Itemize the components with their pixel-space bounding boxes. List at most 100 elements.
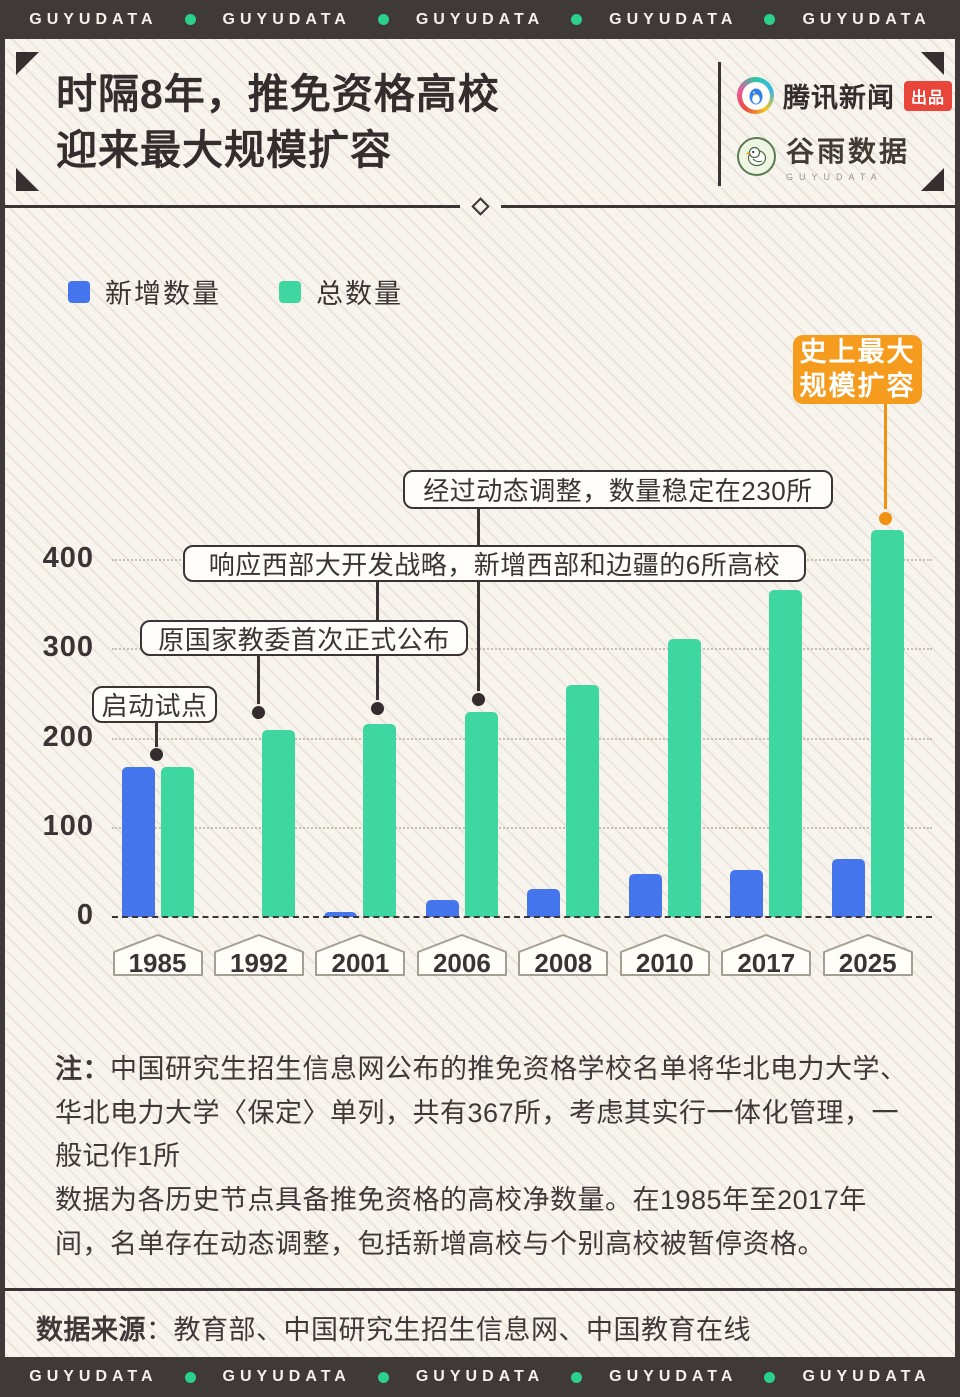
- data-source-label: 数据来源: [36, 1315, 146, 1345]
- divider-line-left: [0, 205, 460, 208]
- annotation-dot-1992: [251, 705, 265, 719]
- brand-text: GUYUDATA: [29, 10, 158, 28]
- source-divider-line: [5, 1288, 955, 1291]
- data-source: 数据来源：教育部、中国研究生招生信息网、中国教育在线: [36, 1308, 751, 1347]
- bar-total-1992: [261, 730, 295, 917]
- gridline-0: [112, 916, 932, 918]
- brand-text: GUYUDATA: [609, 10, 738, 28]
- annotation-dot-2001: [370, 701, 384, 715]
- bar-total-2017: [769, 590, 803, 917]
- corner-bracket-top-left: [16, 52, 39, 75]
- footnote-text-1: 中国研究生招生信息网公布的推免资格学校名单将华北电力大学、华北电力大学〈保定〉单…: [55, 1054, 908, 1172]
- chupin-badge: 出品: [904, 80, 953, 111]
- bar-new-2017: [730, 870, 764, 917]
- bar-total-1985: [160, 767, 194, 917]
- bar-new-2010: [628, 874, 662, 917]
- title-line-1: 时隔8年，推免资格高校: [56, 71, 500, 117]
- annotation-box-1992: 原国家教委首次正式公布: [140, 620, 468, 656]
- right-frame-border: [955, 39, 960, 1357]
- legend-swatch: [279, 280, 301, 303]
- footnote-text-2: 数据为各历史节点具备推免资格的高校净数量。在1985年至2017年间，名单存在动…: [55, 1185, 867, 1259]
- annotation-box-1985: 启动试点: [92, 686, 217, 723]
- title-line-2: 迎来最大规模扩容: [56, 127, 392, 174]
- annotation-box-2025: 史上最大规模扩容: [793, 335, 922, 404]
- brand-text: GUYUDATA: [222, 1368, 351, 1385]
- page-title: 时隔8年，推免资格高校 迎来最大规模扩容: [56, 66, 500, 178]
- guyu-wordmark: 谷雨数据: [786, 137, 911, 168]
- divider-line-right: [500, 205, 960, 208]
- y-tick-200: 200: [42, 720, 94, 753]
- y-tick-100: 100: [42, 809, 94, 842]
- data-source-text: ：教育部、中国研究生招生信息网、中国教育在线: [146, 1315, 751, 1345]
- gridline-200: [112, 737, 932, 740]
- legend-item-total: 总数量: [279, 272, 403, 311]
- annotation-line-2025: [884, 404, 887, 509]
- section-divider: [0, 197, 960, 216]
- header-vertical-divider: [718, 62, 721, 186]
- gridline-300: [112, 648, 932, 651]
- bar-total-2025: [870, 530, 904, 917]
- footnote-label: 注：: [55, 1054, 110, 1084]
- bar-new-2008: [527, 889, 561, 917]
- bar-new-1985: [121, 767, 155, 917]
- brand-text: GUYUDATA: [802, 1368, 931, 1385]
- x-label-2006: 2006: [414, 931, 510, 979]
- x-label-2001: 2001: [312, 931, 408, 979]
- x-label-2025: 2025: [820, 931, 916, 979]
- x-label-2017: 2017: [718, 931, 814, 979]
- y-tick-400: 400: [42, 542, 94, 574]
- annotation-box-2006: 经过动态调整，数量稳定在230所: [403, 470, 833, 509]
- x-label-1992: 1992: [211, 931, 307, 979]
- corner-bracket-bottom-right: [921, 168, 944, 191]
- bar-new-2025: [831, 859, 865, 917]
- annotation-dot-1985: [149, 747, 163, 761]
- x-label-2010: 2010: [617, 931, 713, 979]
- annotation-line-1985: [155, 723, 158, 747]
- legend-item-new: 新增数量: [68, 272, 221, 311]
- gridline-100: [112, 826, 932, 829]
- annotation-dot-2006: [471, 692, 485, 706]
- bottom-brand-banner: GUYUDATA GUYUDATA GUYUDATA GUYUDATA GUYUDATA: [0, 1357, 960, 1397]
- corner-bracket-top-right: [921, 52, 944, 75]
- tencent-news-wordmark: 腾讯新闻: [783, 83, 895, 113]
- guyu-bird-icon: [737, 136, 776, 176]
- bar-total-2006: [464, 712, 498, 917]
- footnote: 注：中国研究生招生信息网公布的推免资格学校名单将华北电力大学、华北电力大学〈保定…: [55, 1048, 911, 1267]
- y-tick-300: 300: [42, 631, 94, 664]
- brand-dot-icon: [184, 1371, 196, 1383]
- bar-total-2010: [667, 639, 701, 917]
- annotation-dot-2025: [878, 511, 892, 525]
- bar-new-2001: [324, 912, 358, 917]
- x-label-2008: 2008: [515, 931, 611, 979]
- legend-swatch: [68, 280, 90, 303]
- brand-dot-icon: [764, 14, 776, 25]
- brand-text: GUYUDATA: [609, 1368, 738, 1385]
- brand-dot-icon: [377, 1371, 389, 1383]
- tencent-penguin-icon: [737, 77, 774, 114]
- annotation-line-2006: [477, 509, 480, 691]
- brand-dot-icon: [764, 1371, 776, 1383]
- brand-text: GUYUDATA: [415, 1368, 545, 1385]
- left-frame-border: [0, 39, 5, 1357]
- legend-label: 新增数量: [105, 279, 221, 309]
- bar-total-2001: [363, 724, 397, 917]
- x-label-1985: 1985: [110, 931, 206, 979]
- annotation-box-2001: 响应西部大开发战略，新增西部和边疆的6所高校: [183, 545, 806, 582]
- brand-text: GUYUDATA: [802, 10, 931, 28]
- brand-dot-icon: [571, 1371, 583, 1383]
- brand-dot-icon: [377, 14, 389, 25]
- top-brand-banner: GUYUDATA GUYUDATA GUYUDATA GUYUDATA GUYUDATA: [0, 0, 960, 39]
- tencent-news-logo: 腾讯新闻 出品: [737, 76, 953, 115]
- bar-new-2006: [425, 900, 459, 917]
- chart-legend: 新增数量 总数量: [68, 272, 403, 311]
- brand-dot-icon: [571, 14, 583, 25]
- legend-label: 总数量: [316, 279, 403, 309]
- annotation-text: 史上最大规模扩容: [799, 336, 916, 401]
- corner-bracket-bottom-left: [16, 168, 39, 191]
- brand-dot-icon: [184, 14, 196, 25]
- brand-text: GUYUDATA: [415, 10, 545, 28]
- y-tick-0: 0: [76, 899, 94, 931]
- guyu-data-logo: 谷雨数据 GUYUDATA: [737, 130, 910, 182]
